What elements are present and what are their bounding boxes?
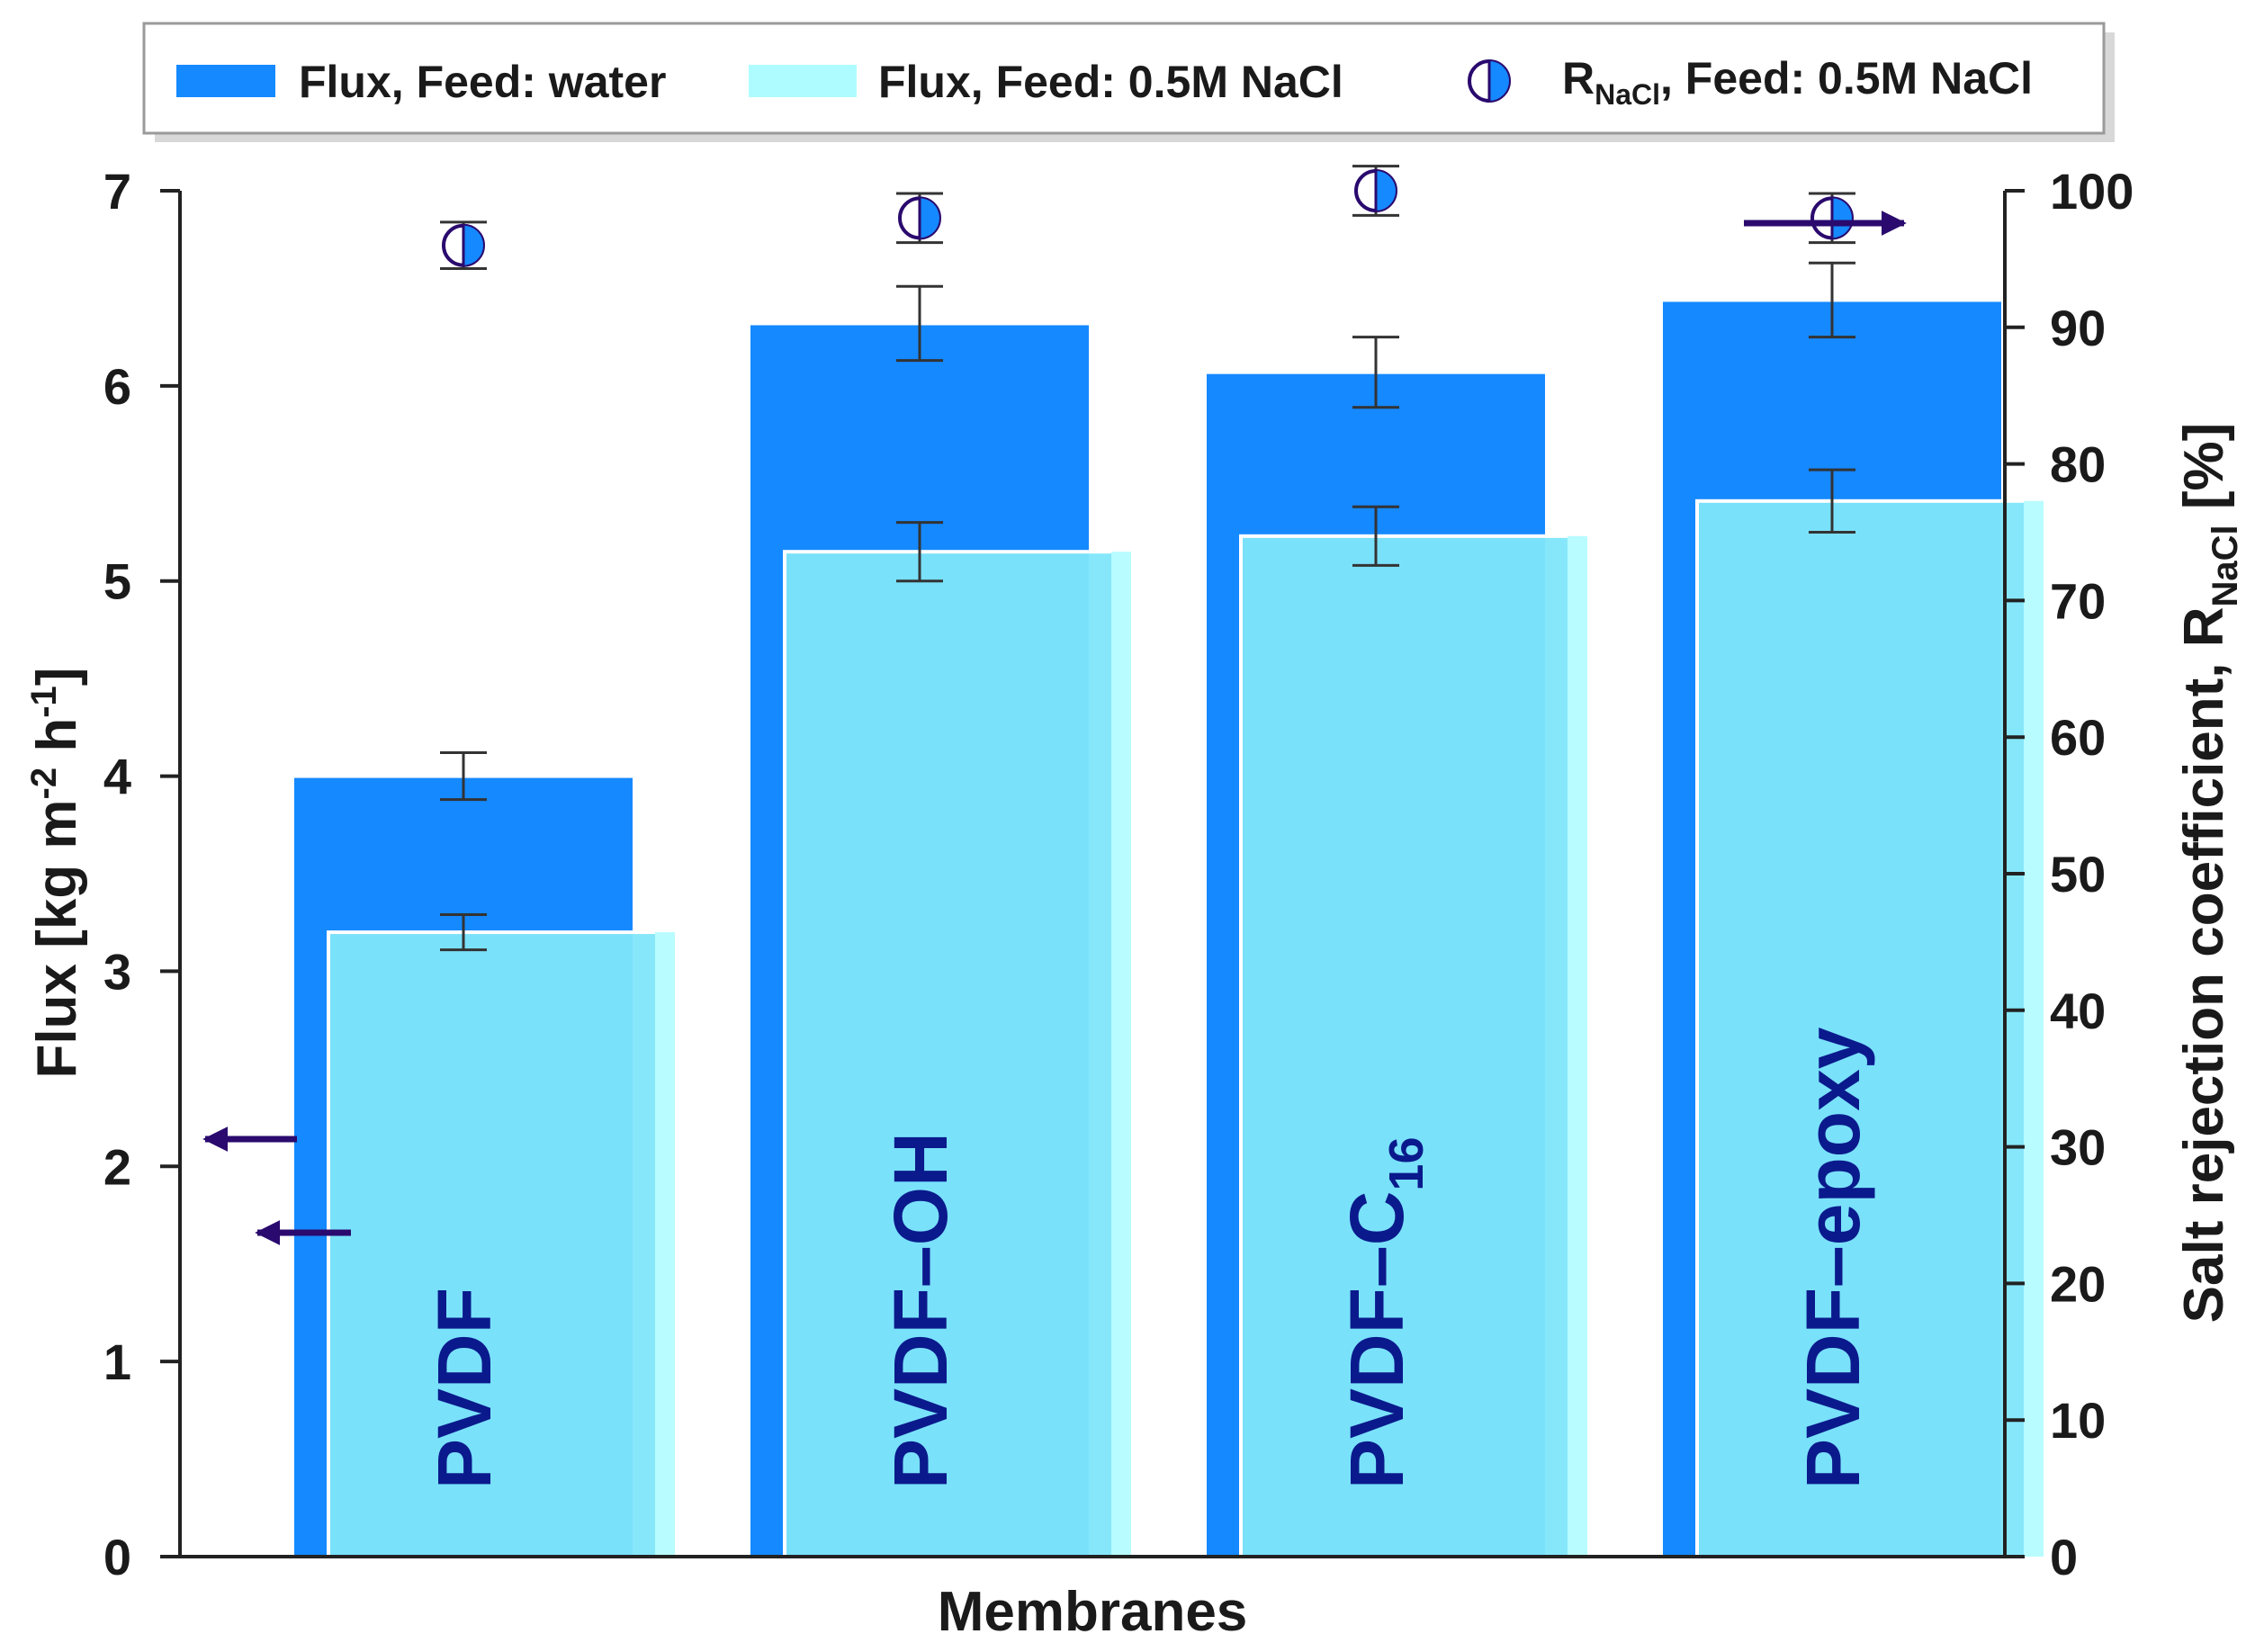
bar-nacl-3 [1695,498,2045,1558]
right-tick-label-5: 50 [2050,846,2106,902]
legend-marker-rejection [1468,59,1511,103]
legend-label-nacl: Flux, Feed: 0.5M NaCl [878,57,1343,107]
left-ticks: 0 1 2 3 4 5 6 7 [103,163,180,1585]
right-tick-label-1: 10 [2050,1392,2106,1449]
category-label-3: PVDF–epoxy [1791,1027,1875,1489]
category-label-1: PVDF–OH [878,1132,963,1489]
category-label-sub-2: 16 [1379,1137,1433,1191]
legend: Flux, Feed: water Flux, Feed: 0.5M NaCl … [142,22,2115,142]
legend-frame [142,22,2106,135]
bars [291,298,2045,1559]
category-labels: PVDF PVDF–OH PVDF–C16 PVDF–epoxy [422,1027,1875,1489]
bar-nacl-edge-0 [655,932,675,1557]
y-title-sup1: -2 [24,768,64,800]
legend-label-water: Flux, Feed: water [299,57,666,107]
y2-title-end: [%] [2173,423,2235,525]
right-tick-label-7: 70 [2050,572,2106,629]
left-tick-label-7: 7 [103,163,131,220]
error-nacl-1 [896,521,943,583]
y-axis-title: Flux [kg m-2 h-1] [24,668,88,1079]
bar-nacl-1 [783,550,1133,1559]
x-axis-title: Membranes [938,1581,1248,1643]
bar-nacl-edge-1 [1111,552,1131,1557]
error-bars [440,165,1855,952]
y2-title-base: Salt rejection coefficient, R [2173,606,2235,1323]
left-tick-label-1: 1 [103,1333,131,1390]
rejection-point-1 [898,196,941,240]
bar-nacl-edge-3 [2024,500,2044,1557]
y-title-base: Flux [kg m [26,799,88,1078]
bar-nacl-edge-2 [1568,535,1587,1557]
legend-rejection-sub: NaCl [1595,78,1660,111]
right-tick-label-3: 30 [2050,1119,2106,1176]
error-water-3 [1809,261,1855,339]
left-tick-label-4: 4 [103,749,131,805]
error-nacl-0 [440,913,487,952]
error-nacl-3 [1809,468,1855,534]
y2-title-sub: NaCl [2206,525,2245,606]
rejection-point-fill-1 [920,198,939,238]
y-title-end: ] [26,668,88,687]
right-tick-label-6: 60 [2050,709,2106,766]
right-tick-label-8: 80 [2050,436,2106,493]
rejection-point-2 [1354,169,1397,212]
category-label-main-2: PVDF–C [1334,1191,1419,1489]
error-water-1 [896,284,943,363]
category-label-2: PVDF–C16 [1334,1137,1433,1489]
legend-swatch-nacl [749,65,857,97]
y-title-sup2: -1 [24,686,64,718]
category-label-main-3: PVDF–epoxy [1791,1027,1875,1489]
left-tick-label-5: 5 [103,553,131,610]
bar-nacl-2 [1239,534,1589,1558]
rejection-point-0 [442,223,485,267]
legend-rejection-after: , Feed: 0.5M NaCl [1660,53,2033,103]
left-tick-label-2: 2 [103,1138,131,1195]
category-label-main-0: PVDF [422,1288,507,1489]
left-tick-label-0: 0 [103,1529,131,1585]
legend-rejection-r: R [1562,53,1595,103]
error-nacl-2 [1352,505,1399,567]
right-tick-label-4: 40 [2050,983,2106,1039]
right-tick-label-10: 100 [2050,163,2134,220]
legend-label-rejection: RNaCl, Feed: 0.5M NaCl [1562,53,2033,111]
rejection-point-fill-3 [1832,198,1852,238]
y2-axis-title: Salt rejection coefficient, RNaCl [%] [2173,423,2245,1324]
rejection-point-3 [1810,196,1854,240]
right-tick-label-0: 0 [2050,1529,2078,1585]
error-water-2 [1352,336,1399,409]
y-title-mid: h [26,718,88,768]
error-water-0 [440,751,487,802]
right-tick-label-2: 20 [2050,1255,2106,1312]
left-tick-label-3: 3 [103,943,131,1000]
right-tick-label-9: 90 [2050,300,2106,356]
left-tick-label-6: 6 [103,358,131,415]
category-label-0: PVDF [422,1288,507,1489]
rejection-point-fill-2 [1376,171,1396,211]
rejection-point-fill-0 [463,225,483,265]
rejection-markers [442,169,1854,267]
right-ticks: 0 10 20 30 40 50 60 70 80 90 100 [2005,163,2134,1585]
category-label-main-1: PVDF–OH [878,1132,963,1489]
axis-arrows [202,211,1907,1245]
legend-swatch-water [176,65,275,97]
